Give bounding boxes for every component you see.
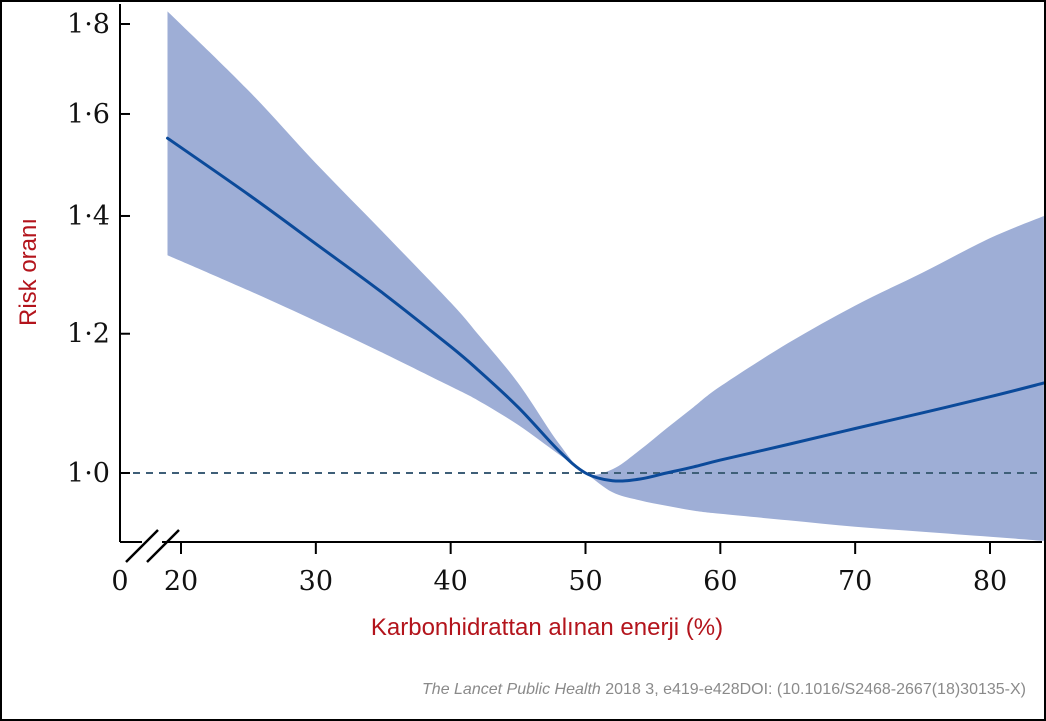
axes-layer: 1·0 1·2 1·4 1·6 1·8 0 20 30 40 50 60 70 80	[67, 4, 1042, 597]
y-tick-label: 1·8	[67, 9, 110, 40]
y-tick-label: 1·0	[67, 458, 110, 489]
axis-break-mark	[146, 529, 180, 563]
y-tick-label: 1·2	[67, 319, 110, 350]
x-tick-label: 70	[838, 566, 872, 597]
citation: The Lancet Public Health 2018 3, e419-e4…	[422, 681, 1026, 699]
x-axis-title: Karbonhidrattan alınan enerji (%)	[371, 614, 723, 641]
y-tick-label: 1·4	[67, 201, 110, 232]
citation-journal: The Lancet Public Health	[422, 681, 601, 698]
citation-details: 2018 3, e419-e428DOI: (10.1016/S2468-266…	[605, 681, 1026, 698]
axis-break-mark	[125, 529, 159, 563]
x-tick-label: 50	[568, 566, 602, 597]
confidence-band	[167, 11, 1044, 541]
risk-ratio-line	[166, 136, 1044, 483]
series-line-layer	[166, 136, 1044, 483]
y-axis-title: Risk oranı	[15, 218, 42, 326]
x-tick-label: 80	[973, 566, 1007, 597]
x-tick-label: 20	[164, 566, 198, 597]
x-tick-label: 40	[433, 566, 467, 597]
y-tick-label: 1·6	[67, 99, 110, 130]
confidence-band-layer	[167, 11, 1044, 541]
x-tick-label: 60	[703, 566, 737, 597]
x-tick-label: 30	[299, 566, 333, 597]
x-tick-label: 0	[111, 566, 128, 597]
